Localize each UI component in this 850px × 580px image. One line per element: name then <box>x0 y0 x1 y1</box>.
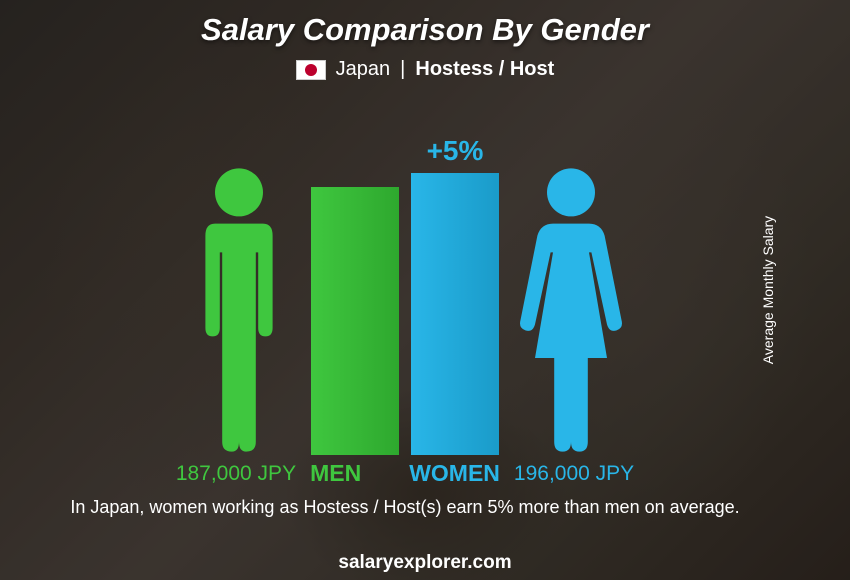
women-bar <box>411 173 499 455</box>
women-bar-col: +5% <box>411 95 499 455</box>
men-bar <box>311 187 399 455</box>
footer-source: salaryexplorer.com <box>0 552 850 574</box>
man-icon <box>179 165 299 455</box>
woman-icon <box>511 165 631 455</box>
subtitle-row: Japan | Hostess / Host <box>0 58 850 81</box>
men-label: MEN <box>310 460 361 487</box>
men-figure-col <box>179 95 299 455</box>
separator: | <box>400 58 405 81</box>
job-title-label: Hostess / Host <box>415 58 554 81</box>
women-figure-col <box>511 95 631 455</box>
y-axis-label: Average Monthly Salary <box>760 216 776 364</box>
summary-text: In Japan, women working as Hostess / Hos… <box>60 495 750 519</box>
women-label: WOMEN <box>409 460 500 487</box>
men-bar-col <box>311 95 399 455</box>
country-label: Japan <box>336 58 391 81</box>
men-salary-value: 187,000 JPY <box>176 462 296 486</box>
women-salary-value: 196,000 JPY <box>514 462 634 486</box>
percent-diff-label: +5% <box>427 135 484 167</box>
page-title: Salary Comparison By Gender <box>0 0 850 48</box>
chart-area: +5% <box>0 95 810 455</box>
japan-flag-icon <box>296 60 326 80</box>
content-wrapper: Salary Comparison By Gender Japan | Host… <box>0 0 850 580</box>
bottom-labels-row: 187,000 JPY MEN WOMEN 196,000 JPY <box>0 460 810 487</box>
